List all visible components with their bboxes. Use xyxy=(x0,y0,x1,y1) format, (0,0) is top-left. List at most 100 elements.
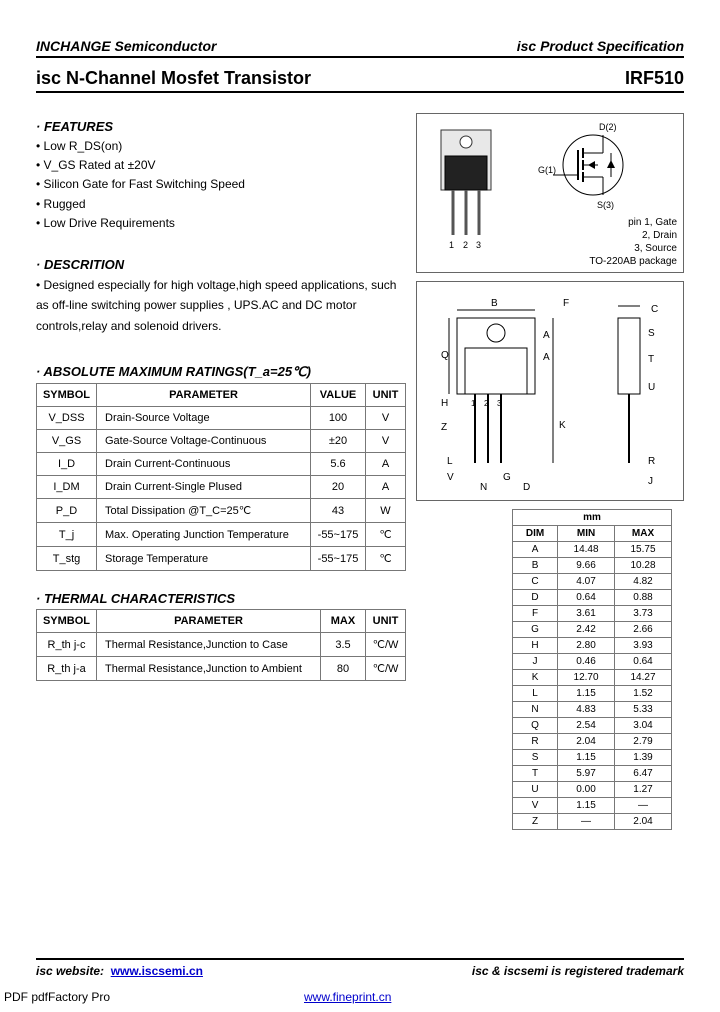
pin-note: pin 1, Gate2, Drain3, SourceTO-220AB pac… xyxy=(589,216,677,268)
table-row: G2.422.66 xyxy=(513,622,672,638)
table-row: C4.074.82 xyxy=(513,574,672,590)
svg-text:H: H xyxy=(441,398,448,409)
package-illustration: 1 2 3 xyxy=(416,113,684,273)
svg-text:T: T xyxy=(648,354,654,365)
feature-item: Low Drive Requirements xyxy=(36,214,406,233)
table-row: D0.640.88 xyxy=(513,590,672,606)
table-row: V_DSSDrain-Source Voltage100V xyxy=(37,407,406,430)
svg-text:K: K xyxy=(559,420,566,431)
table-row: T_jMax. Operating Junction Temperature-5… xyxy=(37,523,406,547)
svg-text:S(3): S(3) xyxy=(597,200,614,210)
table-row: H2.803.93 xyxy=(513,638,672,654)
pdf-label: PDF pdfFactory Pro xyxy=(4,990,304,1004)
svg-text:G(1): G(1) xyxy=(538,165,556,175)
feature-item: Low R_DS(on) xyxy=(36,137,406,156)
ratings-table: SYMBOL PARAMETER VALUE UNIT V_DSSDrain-S… xyxy=(36,383,406,571)
svg-text:S: S xyxy=(648,328,655,339)
svg-text:G: G xyxy=(503,472,511,483)
svg-text:2: 2 xyxy=(484,399,489,408)
table-row: K12.7014.27 xyxy=(513,670,672,686)
header-row: INCHANGE Semiconductor isc Product Speci… xyxy=(36,38,684,54)
svg-text:C: C xyxy=(651,304,658,315)
ratings-col-unit: UNIT xyxy=(366,384,406,407)
svg-text:3: 3 xyxy=(497,399,502,408)
ratings-col-symbol: SYMBOL xyxy=(37,384,97,407)
table-row: U0.001.27 xyxy=(513,782,672,798)
table-row: F3.613.73 xyxy=(513,606,672,622)
svg-text:D(2): D(2) xyxy=(599,122,617,132)
rule-top xyxy=(36,56,684,58)
svg-text:Q: Q xyxy=(441,350,449,361)
ratings-col-value: VALUE xyxy=(311,384,366,407)
thermal-col-parameter: PARAMETER xyxy=(97,610,321,633)
table-row: A14.4815.75 xyxy=(513,542,672,558)
svg-text:A: A xyxy=(543,330,550,341)
table-row: L1.151.52 xyxy=(513,686,672,702)
website-link[interactable]: www.iscsemi.cn xyxy=(111,964,203,978)
description-text: • Designed especially for high voltage,h… xyxy=(36,275,406,336)
dimension-drawing: 1 2 3 B F C Q A A S T U H xyxy=(416,281,684,501)
footer: isc website: www.iscsemi.cn isc & iscsem… xyxy=(36,958,684,978)
features-list: Low R_DS(on) V_GS Rated at ±20V Silicon … xyxy=(36,137,406,233)
table-row: P_DTotal Dissipation @T_C=25℃43W xyxy=(37,499,406,523)
table-row: N4.835.33 xyxy=(513,702,672,718)
svg-text:N: N xyxy=(480,482,487,493)
thermal-col-symbol: SYMBOL xyxy=(37,610,97,633)
dim-col-max: MAX xyxy=(615,526,672,542)
features-title: · FEATURES xyxy=(36,119,406,134)
table-row: V_GSGate-Source Voltage-Continuous±20V xyxy=(37,430,406,453)
spec-label: isc Product Specification xyxy=(517,38,684,54)
svg-text:3: 3 xyxy=(476,240,481,250)
dimension-svg: 1 2 3 B F C Q A A S T U H xyxy=(423,288,677,494)
thermal-table: SYMBOL PARAMETER MAX UNIT R_th j-cTherma… xyxy=(36,609,406,681)
svg-text:1: 1 xyxy=(449,240,454,250)
pdf-link[interactable]: www.fineprint.cn xyxy=(304,990,391,1004)
pdf-footer: PDF pdfFactory Pro www.fineprint.cn xyxy=(4,990,716,1004)
svg-text:L: L xyxy=(447,456,453,467)
svg-text:U: U xyxy=(648,382,655,393)
table-row: Z—2.04 xyxy=(513,814,672,830)
dim-col-min: MIN xyxy=(558,526,615,542)
table-row: I_DDrain Current-Continuous5.6A xyxy=(37,453,406,476)
company-name: INCHANGE Semiconductor xyxy=(36,38,216,54)
dim-col-dim: DIM xyxy=(513,526,558,542)
rule-title xyxy=(36,91,684,93)
dimensions-table: mm DIM MIN MAX A14.4815.75B9.6610.28C4.0… xyxy=(512,509,672,830)
description-title: · DESCRITION xyxy=(36,257,406,272)
thermal-title: · THERMAL CHARACTERISTICS xyxy=(36,591,406,606)
svg-text:A: A xyxy=(543,352,550,363)
svg-text:Z: Z xyxy=(441,422,447,433)
svg-text:R: R xyxy=(648,456,655,467)
table-row: R_th j-aThermal Resistance,Junction to A… xyxy=(37,657,406,681)
title-row: isc N-Channel Mosfet Transistor IRF510 xyxy=(36,68,684,89)
table-row: J0.460.64 xyxy=(513,654,672,670)
svg-text:B: B xyxy=(491,298,498,309)
table-row: I_DMDrain Current-Single Plused20A xyxy=(37,476,406,499)
svg-text:D: D xyxy=(523,482,530,493)
table-row: R_th j-cThermal Resistance,Junction to C… xyxy=(37,633,406,657)
feature-item: Rugged xyxy=(36,195,406,214)
feature-item: V_GS Rated at ±20V xyxy=(36,156,406,175)
product-title: isc N-Channel Mosfet Transistor xyxy=(36,68,311,89)
feature-item: Silicon Gate for Fast Switching Speed xyxy=(36,175,406,194)
part-number: IRF510 xyxy=(625,68,684,89)
table-row: T_stgStorage Temperature-55~175℃ xyxy=(37,547,406,571)
table-row: B9.6610.28 xyxy=(513,558,672,574)
svg-text:J: J xyxy=(648,476,653,487)
thermal-col-max: MAX xyxy=(321,610,366,633)
svg-text:1: 1 xyxy=(471,399,476,408)
footer-right: isc & iscsemi is registered trademark xyxy=(472,964,684,978)
table-row: V1.15— xyxy=(513,798,672,814)
table-row: S1.151.39 xyxy=(513,750,672,766)
thermal-col-unit: UNIT xyxy=(366,610,406,633)
svg-text:F: F xyxy=(563,298,569,309)
table-row: T5.976.47 xyxy=(513,766,672,782)
ratings-title: · ABSOLUTE MAXIMUM RATINGS(T_a=25℃) xyxy=(36,364,406,380)
table-row: R2.042.79 xyxy=(513,734,672,750)
footer-left: isc website: www.iscsemi.cn xyxy=(36,964,203,978)
svg-text:2: 2 xyxy=(463,240,468,250)
table-row: Q2.543.04 xyxy=(513,718,672,734)
dim-unit-header: mm xyxy=(513,510,672,526)
svg-text:V: V xyxy=(447,472,454,483)
ratings-col-parameter: PARAMETER xyxy=(97,384,311,407)
